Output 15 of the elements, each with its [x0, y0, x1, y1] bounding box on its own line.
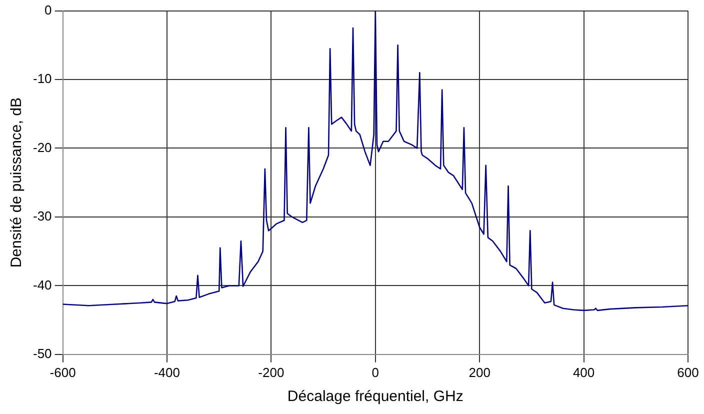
x-tick-label: 200 — [468, 364, 490, 380]
y-tick-label: -40 — [32, 277, 52, 292]
y-tick-label: -50 — [32, 346, 52, 361]
x-axis-title: Décalage fréquentiel, GHz — [287, 388, 464, 406]
x-tick-label: 0 — [372, 364, 380, 380]
x-tick-label: -200 — [258, 364, 284, 380]
y-tick-label: -30 — [32, 208, 52, 224]
x-tick-label: -600 — [50, 364, 76, 380]
y-tick-label: -20 — [32, 140, 52, 155]
x-tick-label: 600 — [677, 364, 699, 380]
x-tick-label: -400 — [154, 364, 180, 380]
x-tick-label: 400 — [572, 364, 595, 380]
y-axis-title: Densité de puissance, dB — [8, 98, 26, 268]
y-tick-label: 0 — [44, 2, 52, 18]
y-tick-label: -10 — [32, 71, 52, 86]
